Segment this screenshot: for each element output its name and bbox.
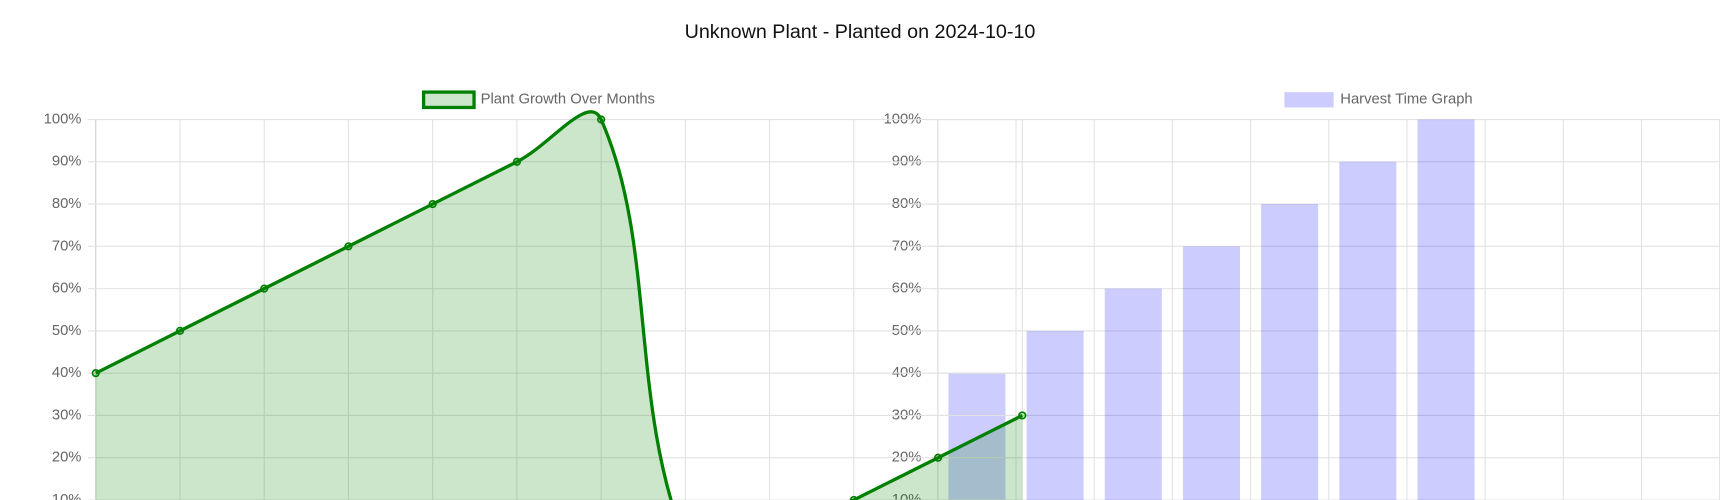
y-tick-label: 10% — [52, 492, 82, 500]
bar — [1182, 246, 1240, 500]
legend-label: Plant Growth Over Months — [481, 92, 655, 108]
point — [175, 326, 185, 336]
bar — [1026, 330, 1084, 500]
point — [849, 495, 858, 500]
legend-swatch — [1284, 92, 1334, 108]
point — [344, 242, 353, 251]
bar — [1104, 288, 1162, 500]
area — [95, 111, 1023, 500]
point — [512, 157, 522, 166]
point — [1018, 411, 1027, 420]
y-tick-label: 40% — [52, 365, 82, 381]
y-tick-label: 80% — [52, 196, 82, 212]
y-tick-label: 30% — [52, 407, 82, 423]
point — [597, 115, 606, 124]
y-tick-label: 100% — [44, 111, 82, 127]
point — [428, 199, 437, 209]
bar — [1417, 119, 1475, 500]
point — [933, 453, 943, 462]
point — [260, 284, 269, 293]
line-chart: 0%10%20%30%40%50%60%70%80%90%100%Plant G… — [44, 90, 1027, 500]
y-tick-label: 10% — [892, 492, 922, 500]
bar — [1261, 204, 1319, 500]
legend-label: Harvest Time Graph — [1340, 92, 1472, 108]
y-tick-label: 70% — [52, 238, 82, 254]
bar — [1339, 161, 1397, 500]
y-tick-label: 20% — [52, 450, 82, 466]
legend-swatch — [421, 90, 476, 110]
y-tick-label: 60% — [52, 281, 82, 297]
y-tick-label: 50% — [52, 323, 82, 339]
page-title: Unknown Plant - Planted on 2024-10-10 — [685, 21, 1036, 43]
point — [91, 369, 100, 378]
line — [95, 110, 1024, 500]
y-tick-label: 90% — [52, 154, 82, 170]
